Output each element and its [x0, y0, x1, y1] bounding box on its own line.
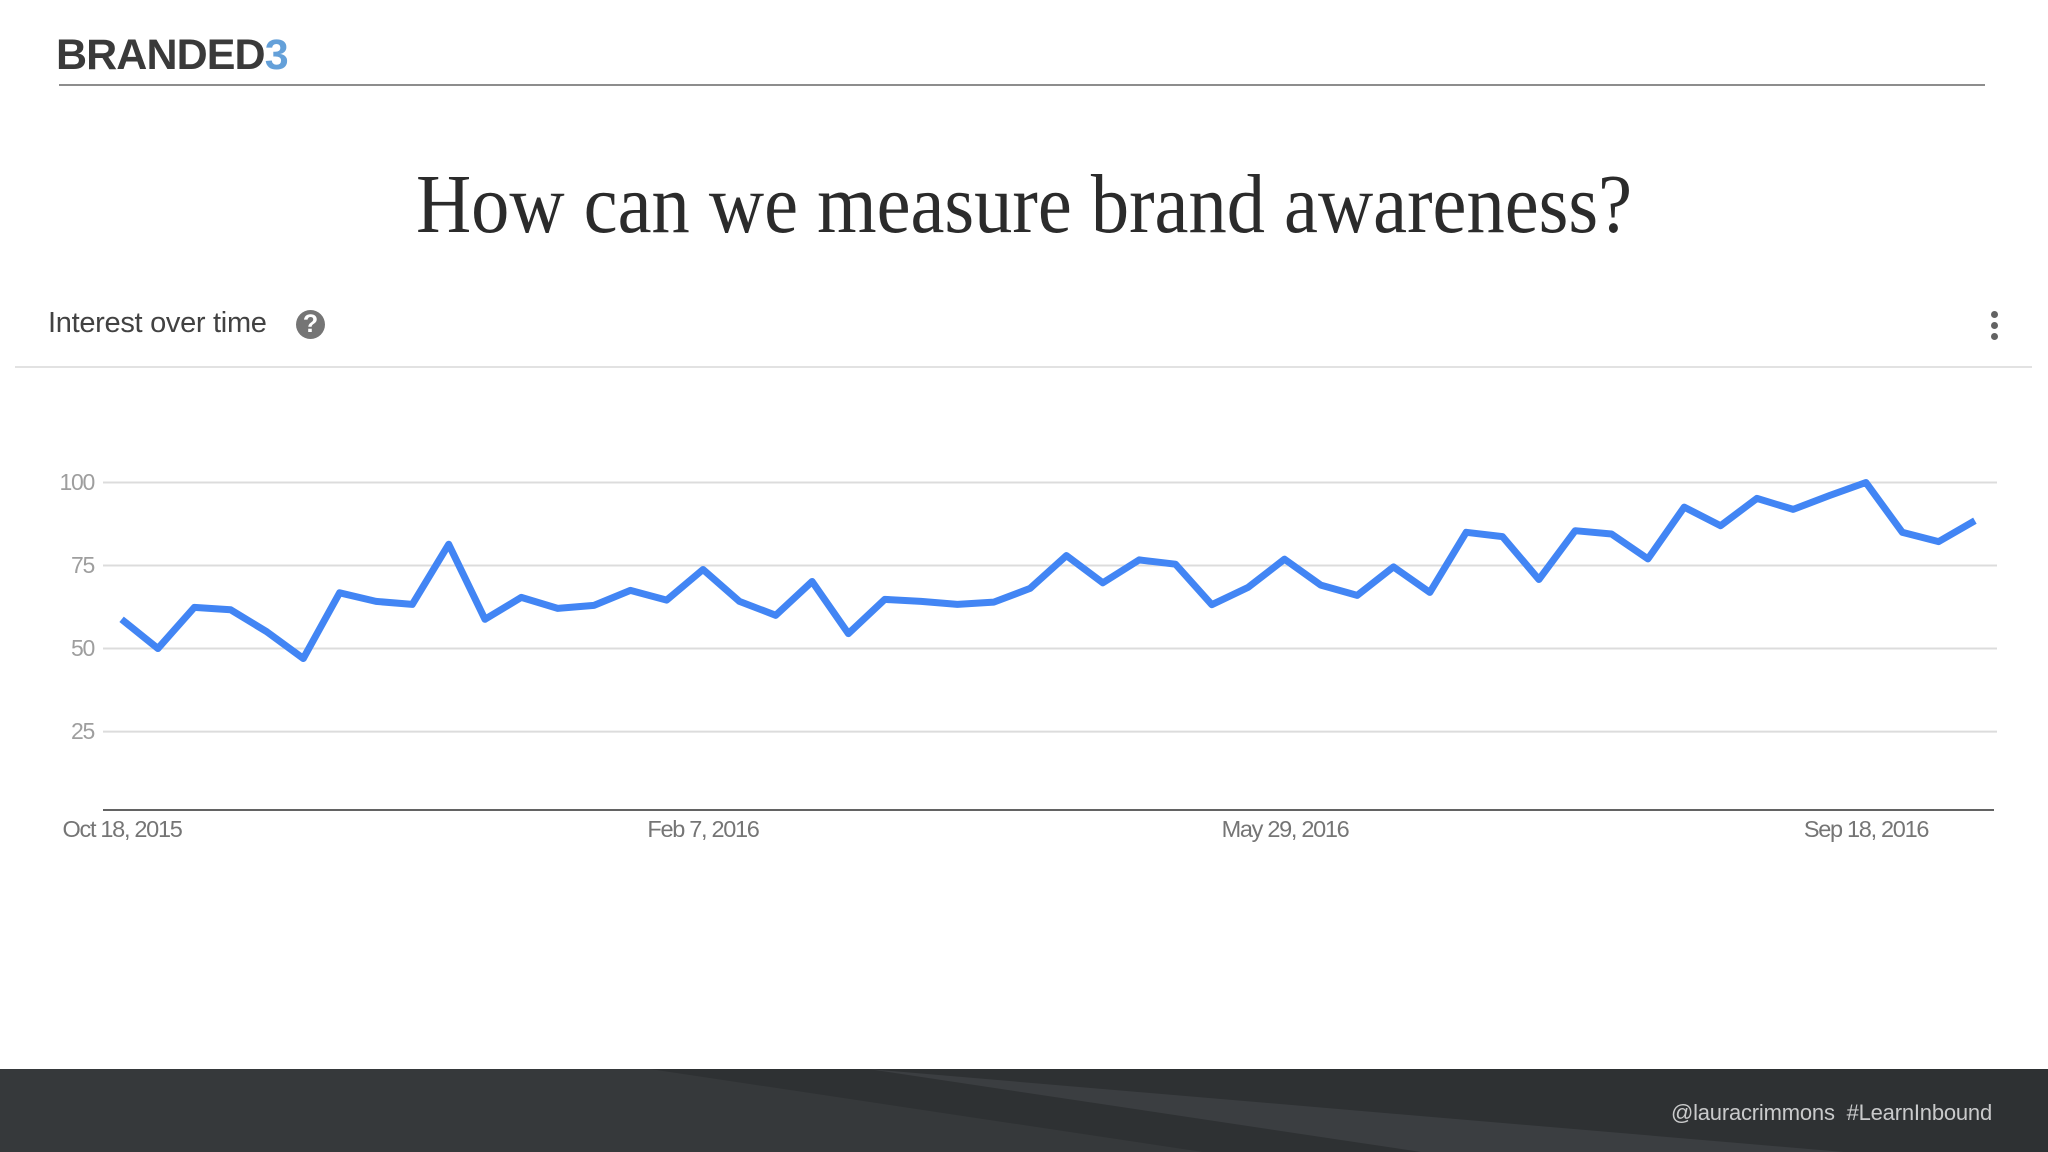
svg-text:Sep 18, 2016: Sep 18, 2016 — [1804, 816, 1929, 842]
svg-text:Feb 7, 2016: Feb 7, 2016 — [647, 816, 759, 842]
svg-text:50: 50 — [71, 635, 94, 661]
svg-text:25: 25 — [71, 718, 94, 744]
svg-text:Oct 18, 2015: Oct 18, 2015 — [63, 816, 183, 842]
svg-text:100: 100 — [60, 469, 95, 495]
svg-text:75: 75 — [71, 552, 94, 578]
svg-text:May 29, 2016: May 29, 2016 — [1222, 816, 1350, 842]
